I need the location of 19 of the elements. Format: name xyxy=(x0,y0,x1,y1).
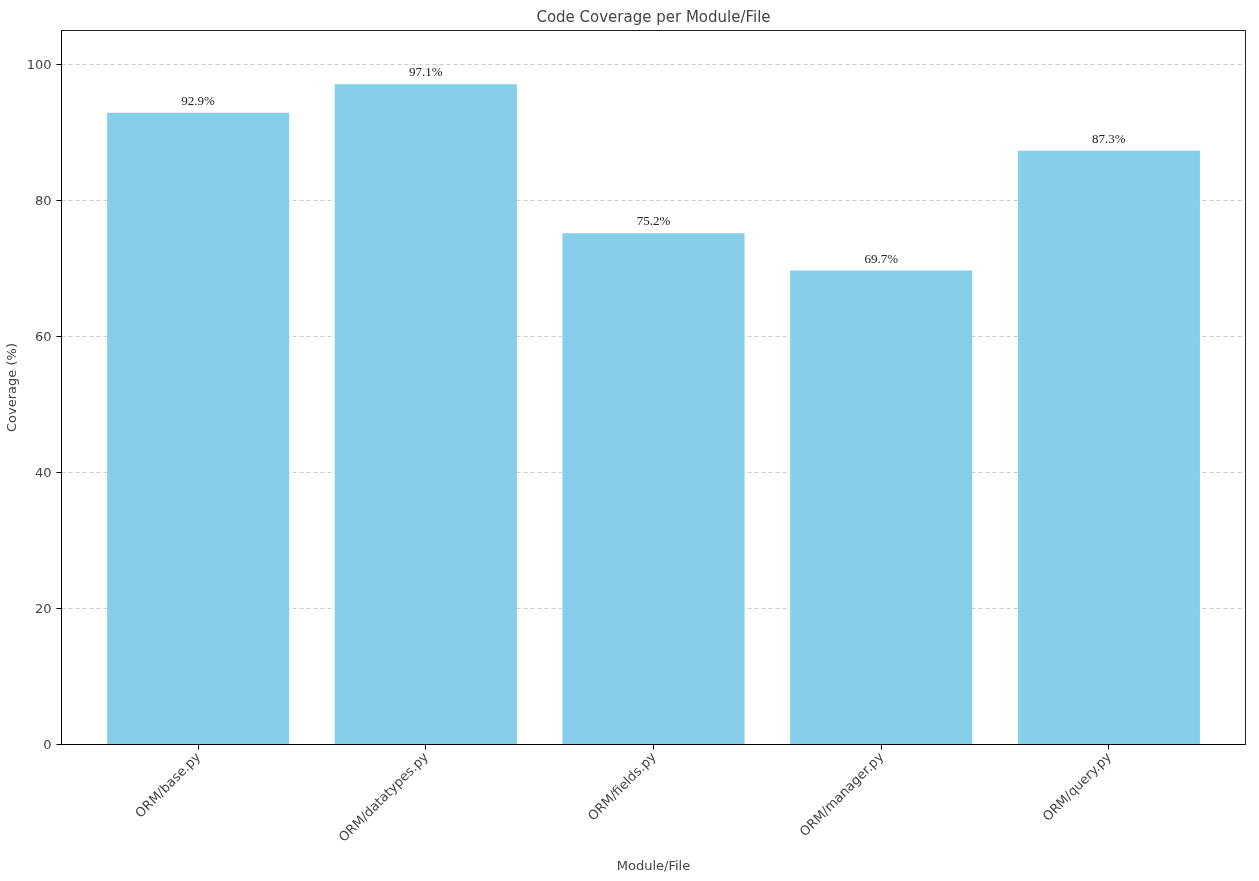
bar xyxy=(790,270,973,745)
y-tick-label: 100 xyxy=(26,57,52,72)
y-tick-label: 60 xyxy=(34,329,52,344)
data-label: 87.3% xyxy=(1092,130,1126,146)
data-label: 69.7% xyxy=(864,250,899,266)
x-axis-title: Module/File xyxy=(616,857,691,873)
y-axis-title: Coverage (%) xyxy=(3,343,19,432)
data-label: 97.1% xyxy=(409,64,443,80)
bar xyxy=(562,233,745,745)
bar xyxy=(334,84,517,745)
bar xyxy=(1017,150,1200,745)
y-tick-label: 40 xyxy=(34,465,52,480)
data-label: 75.2% xyxy=(636,213,671,229)
chart-title: Code Coverage per Module/File xyxy=(536,7,771,26)
y-tick-label: 20 xyxy=(34,601,52,616)
bar xyxy=(107,112,290,745)
y-tick-label: 80 xyxy=(34,193,52,208)
y-tick-label: 0 xyxy=(43,737,52,752)
data-label: 92.9% xyxy=(181,92,216,108)
